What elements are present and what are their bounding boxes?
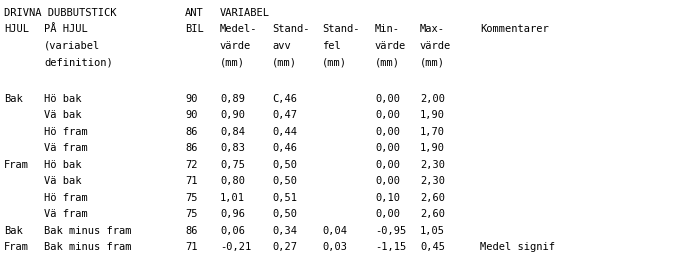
Text: Bak minus fram: Bak minus fram [44, 226, 131, 236]
Text: (mm): (mm) [375, 57, 400, 67]
Text: VARIABEL: VARIABEL [220, 8, 270, 18]
Text: 0,51: 0,51 [272, 193, 297, 203]
Text: 0,00: 0,00 [375, 160, 400, 170]
Text: 0,50: 0,50 [272, 160, 297, 170]
Text: -0,95: -0,95 [375, 226, 406, 236]
Text: (mm): (mm) [420, 57, 445, 67]
Text: 0,00: 0,00 [375, 110, 400, 120]
Text: Min-: Min- [375, 24, 400, 34]
Text: (variabel: (variabel [44, 41, 100, 51]
Text: C,46: C,46 [272, 94, 297, 104]
Text: -0,21: -0,21 [220, 242, 252, 252]
Text: 1,90: 1,90 [420, 110, 445, 120]
Text: Vä fram: Vä fram [44, 143, 88, 153]
Text: (mm): (mm) [220, 57, 245, 67]
Text: fel: fel [322, 41, 341, 51]
Text: ANT: ANT [185, 8, 204, 18]
Text: (mm): (mm) [322, 57, 347, 67]
Text: (mm): (mm) [272, 57, 297, 67]
Text: 90: 90 [185, 94, 198, 104]
Text: Vä bak: Vä bak [44, 176, 82, 186]
Text: 0,00: 0,00 [375, 143, 400, 153]
Text: 86: 86 [185, 143, 198, 153]
Text: 0,84: 0,84 [220, 127, 245, 137]
Text: 0,45: 0,45 [420, 242, 445, 252]
Text: 2,60: 2,60 [420, 209, 445, 219]
Text: Hö bak: Hö bak [44, 94, 82, 104]
Text: 2,30: 2,30 [420, 160, 445, 170]
Text: 0,50: 0,50 [272, 209, 297, 219]
Text: -1,15: -1,15 [375, 242, 406, 252]
Text: 90: 90 [185, 110, 198, 120]
Text: 0,75: 0,75 [220, 160, 245, 170]
Text: 75: 75 [185, 209, 198, 219]
Text: 0,10: 0,10 [375, 193, 400, 203]
Text: definition): definition) [44, 57, 113, 67]
Text: Stand-: Stand- [322, 24, 359, 34]
Text: 71: 71 [185, 242, 198, 252]
Text: 1,70: 1,70 [420, 127, 445, 137]
Text: HJUL: HJUL [4, 24, 29, 34]
Text: 75: 75 [185, 193, 198, 203]
Text: Max-: Max- [420, 24, 445, 34]
Text: 0,04: 0,04 [322, 226, 347, 236]
Text: PÅ HJUL: PÅ HJUL [44, 24, 88, 34]
Text: 0,03: 0,03 [322, 242, 347, 252]
Text: 0,89: 0,89 [220, 94, 245, 104]
Text: Kommentarer: Kommentarer [480, 24, 549, 34]
Text: DRIVNA DUBBUTSTICK: DRIVNA DUBBUTSTICK [4, 8, 117, 18]
Text: 0,44: 0,44 [272, 127, 297, 137]
Text: Vä bak: Vä bak [44, 110, 82, 120]
Text: Bak: Bak [4, 94, 23, 104]
Text: 1,90: 1,90 [420, 143, 445, 153]
Text: BIL: BIL [185, 24, 204, 34]
Text: Hö fram: Hö fram [44, 127, 88, 137]
Text: 0,96: 0,96 [220, 209, 245, 219]
Text: 0,46: 0,46 [272, 143, 297, 153]
Text: 1,01: 1,01 [220, 193, 245, 203]
Text: 0,34: 0,34 [272, 226, 297, 236]
Text: 0,00: 0,00 [375, 94, 400, 104]
Text: värde: värde [220, 41, 252, 51]
Text: 1,05: 1,05 [420, 226, 445, 236]
Text: Hö fram: Hö fram [44, 193, 88, 203]
Text: Fram: Fram [4, 242, 29, 252]
Text: 2,30: 2,30 [420, 176, 445, 186]
Text: 0,27: 0,27 [272, 242, 297, 252]
Text: 71: 71 [185, 176, 198, 186]
Text: 0,06: 0,06 [220, 226, 245, 236]
Text: 0,00: 0,00 [375, 176, 400, 186]
Text: 0,47: 0,47 [272, 110, 297, 120]
Text: Medel signif: Medel signif [480, 242, 555, 252]
Text: 86: 86 [185, 127, 198, 137]
Text: 0,90: 0,90 [220, 110, 245, 120]
Text: 0,00: 0,00 [375, 209, 400, 219]
Text: 86: 86 [185, 226, 198, 236]
Text: Hö bak: Hö bak [44, 160, 82, 170]
Text: 0,83: 0,83 [220, 143, 245, 153]
Text: Fram: Fram [4, 160, 29, 170]
Text: 72: 72 [185, 160, 198, 170]
Text: 0,50: 0,50 [272, 176, 297, 186]
Text: Vä fram: Vä fram [44, 209, 88, 219]
Text: avv: avv [272, 41, 291, 51]
Text: 0,80: 0,80 [220, 176, 245, 186]
Text: 2,60: 2,60 [420, 193, 445, 203]
Text: värde: värde [375, 41, 406, 51]
Text: Bak minus fram: Bak minus fram [44, 242, 131, 252]
Text: 0,00: 0,00 [375, 127, 400, 137]
Text: Bak: Bak [4, 226, 23, 236]
Text: Stand-: Stand- [272, 24, 310, 34]
Text: Medel-: Medel- [220, 24, 258, 34]
Text: värde: värde [420, 41, 451, 51]
Text: 2,00: 2,00 [420, 94, 445, 104]
